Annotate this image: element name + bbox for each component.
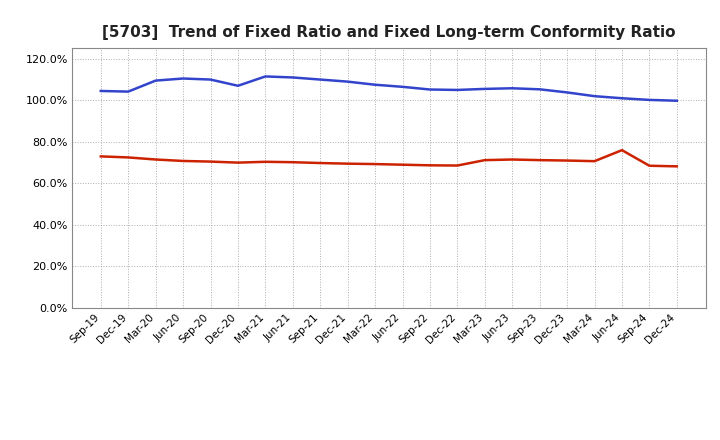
Fixed Ratio bbox=[536, 87, 544, 92]
Fixed Ratio bbox=[233, 83, 242, 88]
Fixed Long-term Conformity Ratio bbox=[233, 160, 242, 165]
Fixed Ratio bbox=[289, 75, 297, 80]
Fixed Long-term Conformity Ratio bbox=[645, 163, 654, 169]
Fixed Ratio bbox=[563, 90, 572, 95]
Fixed Long-term Conformity Ratio bbox=[343, 161, 352, 166]
Fixed Long-term Conformity Ratio bbox=[453, 163, 462, 168]
Fixed Long-term Conformity Ratio bbox=[398, 162, 407, 167]
Line: Fixed Long-term Conformity Ratio: Fixed Long-term Conformity Ratio bbox=[101, 150, 677, 166]
Fixed Ratio bbox=[124, 89, 132, 94]
Fixed Ratio bbox=[343, 79, 352, 84]
Fixed Ratio bbox=[398, 84, 407, 89]
Fixed Long-term Conformity Ratio bbox=[536, 158, 544, 163]
Fixed Long-term Conformity Ratio bbox=[480, 158, 489, 163]
Fixed Ratio bbox=[206, 77, 215, 82]
Fixed Long-term Conformity Ratio bbox=[96, 154, 105, 159]
Fixed Ratio bbox=[426, 87, 434, 92]
Fixed Long-term Conformity Ratio bbox=[672, 164, 681, 169]
Fixed Ratio bbox=[179, 76, 187, 81]
Fixed Ratio bbox=[618, 95, 626, 101]
Fixed Ratio bbox=[96, 88, 105, 94]
Fixed Long-term Conformity Ratio bbox=[371, 161, 379, 167]
Title: [5703]  Trend of Fixed Ratio and Fixed Long-term Conformity Ratio: [5703] Trend of Fixed Ratio and Fixed Lo… bbox=[102, 25, 675, 40]
Fixed Long-term Conformity Ratio bbox=[179, 158, 187, 164]
Fixed Ratio bbox=[371, 82, 379, 88]
Fixed Long-term Conformity Ratio bbox=[508, 157, 516, 162]
Fixed Ratio bbox=[151, 78, 160, 83]
Fixed Long-term Conformity Ratio bbox=[426, 163, 434, 168]
Fixed Ratio bbox=[672, 98, 681, 103]
Fixed Long-term Conformity Ratio bbox=[151, 157, 160, 162]
Fixed Ratio bbox=[508, 86, 516, 91]
Fixed Long-term Conformity Ratio bbox=[206, 159, 215, 164]
Fixed Ratio bbox=[316, 77, 325, 82]
Fixed Long-term Conformity Ratio bbox=[289, 160, 297, 165]
Fixed Ratio bbox=[645, 97, 654, 103]
Fixed Long-term Conformity Ratio bbox=[563, 158, 572, 163]
Fixed Ratio bbox=[480, 86, 489, 92]
Fixed Long-term Conformity Ratio bbox=[618, 147, 626, 153]
Fixed Long-term Conformity Ratio bbox=[590, 158, 599, 164]
Fixed Long-term Conformity Ratio bbox=[261, 159, 270, 165]
Fixed Ratio bbox=[453, 87, 462, 92]
Fixed Ratio bbox=[261, 74, 270, 79]
Fixed Ratio bbox=[590, 94, 599, 99]
Fixed Long-term Conformity Ratio bbox=[316, 161, 325, 166]
Line: Fixed Ratio: Fixed Ratio bbox=[101, 77, 677, 101]
Fixed Long-term Conformity Ratio bbox=[124, 155, 132, 160]
